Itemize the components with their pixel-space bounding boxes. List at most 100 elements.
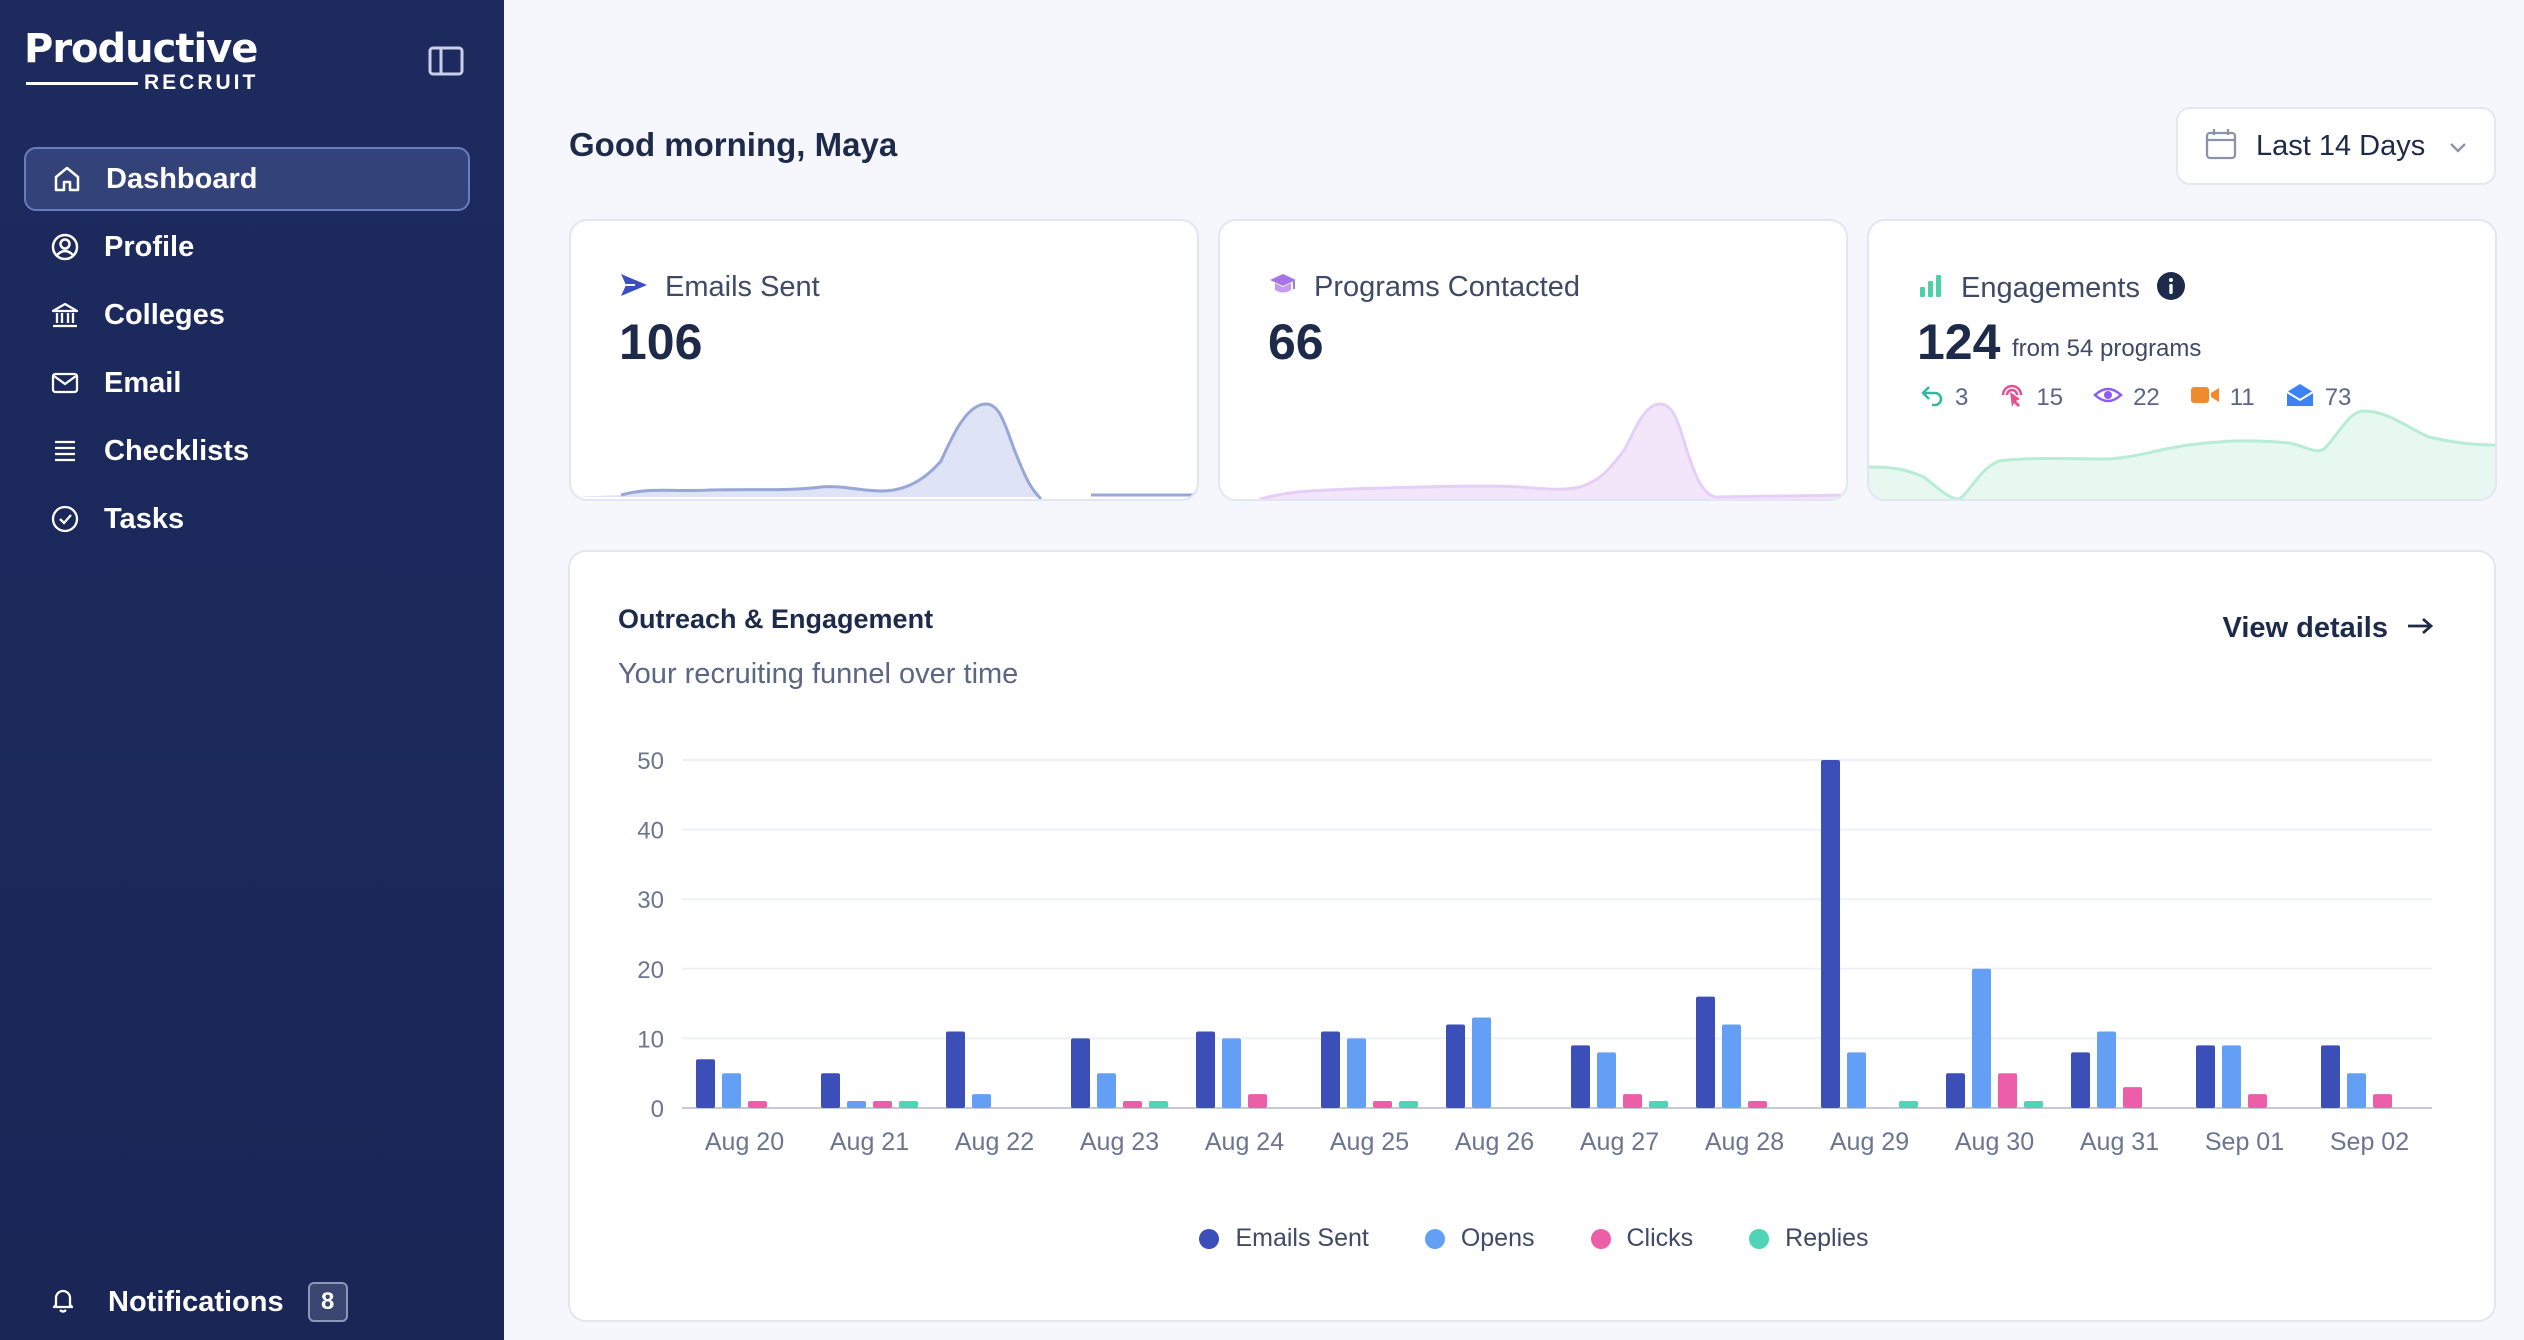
chart-legend: Emails Sent Opens Clicks Replies [570, 1224, 2498, 1253]
info-icon[interactable] [2156, 271, 2186, 306]
sidebar-item-label: Dashboard [106, 162, 258, 195]
engagement-stat-opens: 22 [2093, 383, 2160, 412]
engagement-stat-value: 22 [2133, 383, 2160, 411]
legend-item-emails-sent[interactable]: Emails Sent [1199, 1224, 1369, 1253]
bar-clicks [2373, 1094, 2392, 1108]
x-tick-label: Aug 22 [955, 1128, 1034, 1156]
view-details-link[interactable]: View details [2223, 612, 2435, 645]
legend-item-clicks[interactable]: Clicks [1590, 1224, 1693, 1253]
sidebar-item-label: Tasks [104, 502, 185, 535]
x-tick-label: Aug 27 [1580, 1128, 1659, 1156]
logo-underline [26, 82, 138, 85]
sidebar-collapse-button[interactable] [426, 44, 466, 78]
bar-replies [1399, 1101, 1418, 1108]
programs-contacted-sparkline [1259, 402, 1846, 499]
x-tick-label: Sep 02 [2330, 1128, 2409, 1156]
brand-logo[interactable]: Productive RECRUIT [24, 26, 264, 96]
bar-opens [1097, 1073, 1116, 1108]
sidebar-item-profile[interactable]: Profile [24, 215, 470, 279]
bar-clicks [1748, 1101, 1767, 1108]
bar-opens [722, 1073, 741, 1108]
eye-icon [2093, 383, 2123, 412]
bar-emails-sent [1196, 1031, 1215, 1108]
programs-contacted-card[interactable]: Programs Contacted 66 [1218, 219, 1848, 501]
bar-clicks [2123, 1087, 2142, 1108]
sidebar-item-label: Profile [104, 230, 195, 263]
x-tick-label: Aug 21 [830, 1128, 909, 1156]
arrow-right-icon [2406, 615, 2434, 642]
outreach-engagement-panel: 0 10 20 30 40 50 Aug 20 Aug 21 Aug 22 Aug 23 Aug 2… [568, 550, 2496, 1322]
engagements-sparkline [1869, 409, 2495, 499]
bar-opens [1472, 1017, 1491, 1108]
bar-emails-sent [1946, 1073, 1965, 1108]
engagements-card[interactable]: Engagements 124 from 54 programs 3 15 22… [1867, 219, 2497, 501]
engagements-value: 124 [1917, 314, 2001, 370]
bar-replies [899, 1101, 918, 1108]
panel-title: Outreach & Engagement [618, 604, 934, 634]
sidebar-item-colleges[interactable]: Colleges [24, 283, 470, 347]
legend-swatch [1199, 1228, 1220, 1249]
bar-emails-sent [821, 1073, 840, 1108]
brand-sub: RECRUIT [144, 71, 259, 94]
legend-label: Replies [1785, 1224, 1869, 1252]
legend-item-replies[interactable]: Replies [1749, 1224, 1869, 1253]
bar-clicks [873, 1101, 892, 1108]
bar-emails-sent [696, 1059, 715, 1108]
notifications-button[interactable]: Notifications 8 [48, 1272, 348, 1332]
bar-emails-sent [2071, 1052, 2090, 1108]
emails-sent-card[interactable]: Emails Sent 106 [569, 219, 1199, 501]
x-tick-label: Aug 28 [1705, 1128, 1784, 1156]
envelope-icon [48, 366, 82, 400]
bar-clicks [1373, 1101, 1392, 1108]
bar-clicks [2248, 1094, 2267, 1108]
x-tick-label: Aug 24 [1205, 1128, 1284, 1156]
engagement-stat-value: 15 [2036, 383, 2064, 411]
sidebar-item-checklists[interactable]: Checklists [24, 419, 470, 483]
bar-opens [847, 1101, 866, 1108]
reply-icon [1919, 382, 1945, 413]
x-tick-label: Sep 01 [2205, 1128, 2284, 1156]
card-title: Programs Contacted [1314, 271, 1580, 303]
notifications-count-badge: 8 [307, 1282, 348, 1322]
list-icon [48, 434, 82, 468]
bar-opens [1847, 1052, 1866, 1108]
bar-replies [2024, 1101, 2043, 1108]
bar-emails-sent [2196, 1045, 2215, 1108]
programs-contacted-value: 66 [1268, 314, 1324, 370]
pointer-click-icon [1998, 381, 2026, 414]
page-greeting: Good morning, Maya [569, 126, 898, 163]
y-tick-label: 20 [637, 957, 664, 984]
bar-clicks [1998, 1073, 2017, 1108]
bar-emails-sent [1821, 760, 1840, 1108]
legend-swatch [1424, 1228, 1445, 1249]
bar-clicks [1123, 1101, 1142, 1108]
brand-name: Productive [24, 26, 258, 72]
legend-swatch [1590, 1228, 1611, 1249]
bar-clicks [748, 1101, 767, 1108]
sidebar-toggle-icon [428, 46, 464, 76]
date-range-select[interactable]: Last 14 Days [2176, 107, 2496, 185]
bar-emails-sent [1446, 1024, 1465, 1108]
bar-chart-icon [1917, 273, 1945, 304]
bar-opens [1222, 1038, 1241, 1108]
bar-opens [1347, 1038, 1366, 1108]
sidebar-item-email[interactable]: Email [24, 351, 470, 415]
engagements-subtext: from 54 programs [2012, 335, 2202, 362]
legend-item-opens[interactable]: Opens [1424, 1224, 1535, 1253]
bell-icon [48, 1285, 78, 1320]
home-icon [50, 162, 84, 196]
y-tick-label: 40 [637, 818, 664, 845]
view-details-label: View details [2222, 612, 2389, 644]
sidebar-item-dashboard[interactable]: Dashboard [24, 147, 470, 211]
x-tick-label: Aug 30 [1955, 1128, 2034, 1156]
legend-label: Emails Sent [1235, 1224, 1369, 1252]
engagement-stat-value: 73 [2324, 383, 2352, 411]
graduation-cap-icon [1268, 271, 1298, 304]
sidebar-item-label: Colleges [104, 298, 225, 331]
emails-sent-value: 106 [619, 314, 703, 370]
bar-replies [1149, 1101, 1168, 1108]
engagement-breakdown: 3 15 22 11 73 [1919, 381, 2381, 414]
sidebar-item-tasks[interactable]: Tasks [24, 487, 470, 551]
engagement-stat-video: 11 [2190, 384, 2255, 412]
sidebar: Productive RECRUIT Dashboard Profile Col… [0, 0, 504, 1340]
